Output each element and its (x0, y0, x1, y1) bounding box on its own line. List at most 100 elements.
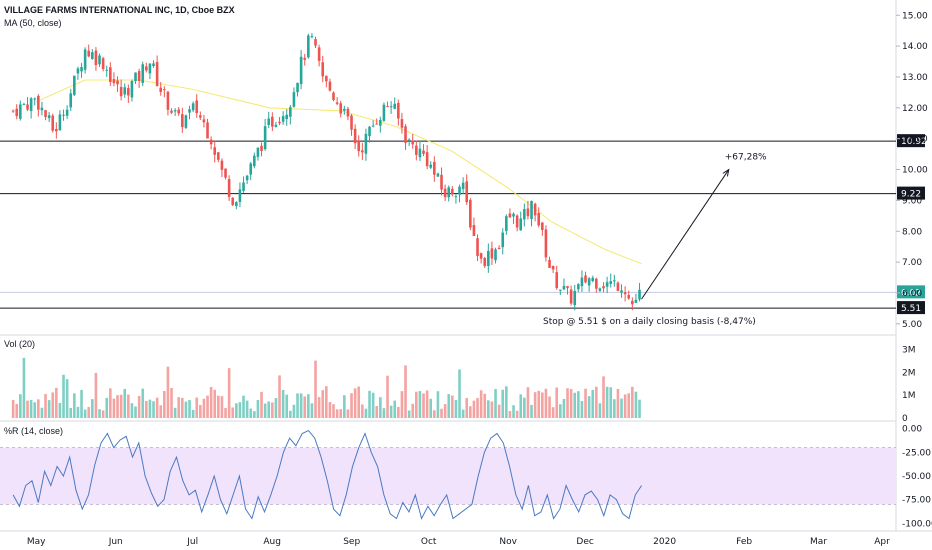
volume-bar (40, 407, 44, 418)
candle-body (533, 203, 537, 216)
price-tick-label: 10.00 (902, 166, 928, 176)
candle-body (191, 103, 195, 111)
candle-body (537, 213, 541, 226)
volume-bar (80, 389, 83, 418)
last-price-label: 6.02 (901, 288, 921, 298)
time-tick-label: May (27, 537, 46, 547)
candle-body (443, 188, 447, 198)
candle-body (555, 272, 559, 288)
volume-bar (191, 409, 195, 418)
volume-bar (195, 397, 199, 418)
candle-body (317, 47, 321, 61)
volume-bar (494, 388, 497, 418)
volume-bar (245, 400, 249, 418)
volume-bar (321, 390, 325, 418)
volume-bar (400, 391, 404, 418)
candle-body (404, 126, 407, 143)
time-tick-label: Nov (499, 537, 517, 547)
candle-body (47, 115, 51, 119)
candle-body (163, 89, 166, 91)
candle-body (94, 50, 98, 66)
volume-bar (461, 409, 465, 418)
candle-body (310, 36, 314, 38)
volume-bar (429, 398, 433, 418)
candle-body (184, 115, 188, 128)
volume-bar (220, 396, 224, 418)
candle-body (87, 50, 91, 57)
price-axes: 5.00 6.00 7.00 8.00 9.00 10.00 11.00 12.00 13.00… (896, 11, 932, 529)
volume-bars (11, 357, 641, 418)
price-tick-label: 6.00 (902, 289, 922, 299)
candle-body (105, 69, 109, 71)
volume-bar (256, 400, 260, 418)
williams-r-tick-label: -50.00 (902, 472, 931, 482)
candle-body (433, 161, 436, 175)
volume-bar (436, 391, 440, 418)
volume-bar (242, 395, 245, 418)
candle-body (458, 186, 461, 195)
volume-bar (573, 392, 577, 418)
candle-body (551, 266, 555, 270)
candle-body (238, 189, 242, 202)
volume-bar (55, 387, 58, 418)
candle-body (173, 110, 177, 112)
time-tick-label: Apr (874, 537, 890, 547)
candle-body (451, 188, 454, 195)
volume-bar (163, 390, 166, 418)
candle-body (166, 91, 170, 110)
candle-body (357, 140, 361, 152)
candle-body (307, 35, 310, 58)
volume-bar (379, 397, 382, 418)
candle-body (501, 232, 505, 248)
candle-body (465, 181, 469, 203)
candle-body (296, 82, 299, 93)
volume-bar (548, 396, 551, 418)
volume-bar (109, 388, 112, 418)
candle-body (44, 110, 47, 118)
candle-body (303, 57, 307, 60)
volume-bar (393, 400, 397, 418)
candle-body (51, 115, 55, 131)
volume-bar (569, 389, 573, 418)
volume-bar (307, 394, 310, 418)
candle-body (346, 108, 350, 117)
volume-bar (47, 400, 51, 418)
volume-bar (386, 375, 389, 418)
candle-body (483, 258, 487, 267)
volume-bar (375, 406, 379, 418)
volume-bar (166, 366, 170, 418)
volume-bar (199, 405, 202, 418)
candle-body (605, 282, 609, 287)
candle-body (325, 75, 328, 82)
volume-bar (487, 400, 490, 418)
candle-body (335, 102, 339, 104)
candle-body (616, 282, 620, 291)
price-tick-label: 7.00 (902, 258, 922, 268)
volume-bar (148, 399, 152, 418)
volume-bar (425, 390, 429, 418)
candle-body (591, 277, 595, 282)
volume-bar (343, 395, 346, 418)
volume-bar (631, 386, 634, 418)
volume-bar (181, 397, 184, 418)
williams-r-line (12, 429, 643, 520)
candle-body (497, 247, 501, 250)
volume-bar (170, 388, 173, 418)
volume-bar (422, 393, 425, 418)
candle-body (476, 238, 479, 256)
volume-bar (469, 406, 472, 418)
volume-bar (562, 398, 566, 418)
ma-50-line (36, 79, 642, 265)
time-tick-label: Jun (108, 537, 123, 547)
volume-bar (371, 392, 375, 418)
level-flag-label: 9.22 (901, 190, 921, 200)
volume-bar (303, 396, 307, 418)
candle-body (26, 104, 29, 110)
candle-body (15, 108, 19, 117)
ma-legend: MA (50, close) (4, 18, 62, 28)
level-flag (897, 186, 925, 200)
time-tick-label: Dec (576, 537, 593, 547)
candle-body (224, 168, 227, 178)
projection-line (641, 169, 730, 300)
